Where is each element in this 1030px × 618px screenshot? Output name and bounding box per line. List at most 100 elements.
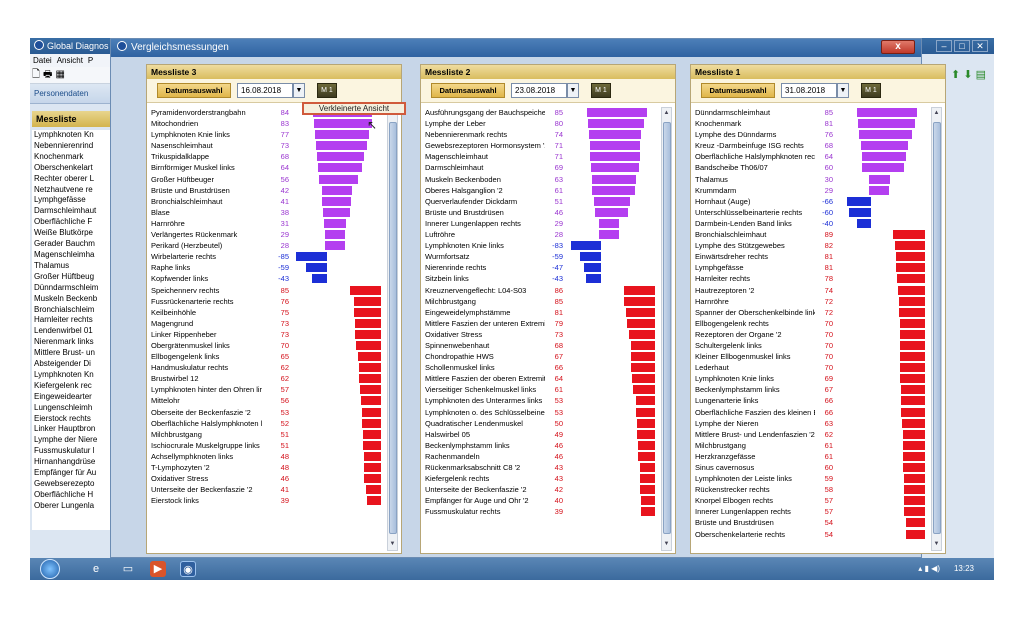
measurement-row[interactable]: Lymphknoten hinter den Ohren lir 57 [151,384,385,395]
measurement-row[interactable]: Keilbeinhöhle 75 [151,307,385,318]
measurement-row[interactable]: Mitochondrien 83 [151,118,385,129]
measurement-row[interactable]: Spanner der Oberschenkelbinde links 72 [695,307,929,318]
measurement-list[interactable]: Ausführungsgang der Bauchspeicheldr 85 Lym… [425,107,659,551]
dialog-titlebar[interactable]: Vergleichsmessungen [111,39,921,57]
clock[interactable]: 13:23 [953,564,975,573]
measurement-row[interactable]: Milchbrustgang 61 [695,440,929,451]
measurement-row[interactable]: Nasenschleimhaut 73 [151,140,385,151]
messliste-item[interactable]: Gewebserezepto [34,479,95,488]
measurement-row[interactable]: Quadratischer Lendenmuskel 50 [425,418,659,429]
messliste-item[interactable]: Fussmuskulatur l [34,446,95,456]
measurement-row[interactable]: Eingeweidelymphstämme 81 [425,307,659,318]
messliste-item[interactable]: Bronchialschleim [34,304,95,314]
measurement-row[interactable]: Lymphknoten des Unterarmes links 53 [425,395,659,406]
measurement-row[interactable]: Knochenmark 81 [695,118,929,129]
measurement-row[interactable]: Rückenstrecker rechts 58 [695,484,929,495]
messliste-item[interactable]: Nierenmark links [34,337,94,347]
measurement-row[interactable]: Speichennerv rechts 85 [151,285,385,296]
measurement-row[interactable]: Birnförmiger Muskel links 64 [151,162,385,173]
messliste-item[interactable]: Lymphknoten Kn [34,369,94,379]
messliste-item[interactable]: Harnleiter rechts [34,315,93,325]
measurement-row[interactable]: Mittelohr 56 [151,395,385,406]
measurement-row[interactable]: Darmbein-Lenden Band links -40 [695,218,929,229]
start-button[interactable] [40,559,60,579]
measurement-row[interactable]: Lungenarterie links 66 [695,395,929,406]
measurement-row[interactable]: Fussrückenarterie rechts 76 [151,296,385,307]
measurement-row[interactable]: Rachenmandeln 46 [425,451,659,462]
measurement-row[interactable]: Obergrätenmuskel links 70 [151,340,385,351]
measurement-row[interactable]: Halswirbel 05 49 [425,429,659,440]
measurement-row[interactable]: Harnleiter rechts 78 [695,273,929,284]
messliste-item[interactable]: Magenschleimha [34,249,95,259]
personendaten-button[interactable]: Personendaten [30,84,110,104]
print-icon[interactable]: 🖶 [43,69,53,80]
measurement-row[interactable]: Kiefergelenk rechts 43 [425,473,659,484]
messliste-item[interactable]: Gerader Bauchm [34,239,95,249]
measurement-row[interactable]: Empfänger für Auge und Ohr '2 40 [425,495,659,506]
scroll-up-icon[interactable]: ▲ [663,110,670,116]
measurement-row[interactable]: Brüste und Brustdrüsen 54 [695,517,929,528]
measurement-row[interactable]: Mittlere Faszien der unteren Extremität … [425,318,659,329]
scroll-down-icon[interactable]: ▼ [663,541,670,547]
measurement-row[interactable]: Gewebsrezeptoren Hormonsystem '2 71 [425,140,659,151]
down-arrow-icon[interactable]: ⬇ [963,69,973,81]
measurement-row[interactable]: Magenschleimhaut 71 [425,151,659,162]
measurement-row[interactable]: Lymphe des Dünndarms 76 [695,129,929,140]
measurement-row[interactable]: Ischiocrurale Muskelgruppe links 51 [151,440,385,451]
measurement-row[interactable]: Oxidativer Stress 46 [151,473,385,484]
measurement-row[interactable]: Lymphknoten o. des Schlüsselbeines lin 53 [425,407,659,418]
chevron-down-icon[interactable]: ▼ [293,83,305,98]
ie-icon[interactable]: e [92,563,100,575]
chevron-down-icon[interactable]: ▼ [837,83,849,98]
measurement-row[interactable]: Milchbrustgang 85 [425,296,659,307]
messliste-item[interactable]: Dünndarmschleim [34,282,99,292]
measurement-row[interactable]: Innerer Lungenlappen rechts 57 [695,506,929,517]
measurement-row[interactable]: Wurmfortsatz -59 [425,251,659,262]
measurement-row[interactable]: Verlängertes Rückenmark 29 [151,229,385,240]
scroll-thumb[interactable] [389,122,397,534]
messliste-item[interactable]: Weiße Blutkörpe [34,228,93,238]
measurement-row[interactable]: Kreuz -Darmbeinfuge ISG rechts 68 [695,140,929,151]
measurement-row[interactable]: Lederhaut 70 [695,362,929,373]
measurement-row[interactable]: Lymphe der Leber 80 [425,118,659,129]
maximize-icon[interactable]: □ [954,40,970,52]
scroll-thumb[interactable] [933,122,941,534]
messliste-item[interactable]: Eingeweidearter [34,391,92,401]
measurement-row[interactable]: Oberseite der Beckenfaszie '2 53 [151,407,385,418]
measurement-row[interactable]: Einwärtsdreher rechts 81 [695,251,929,262]
date-select[interactable]: 31.08.2018 [781,83,837,98]
measurement-row[interactable]: Bronchialschleimhaut 89 [695,229,929,240]
network-icon[interactable]: ▮ [924,564,929,573]
messliste-item[interactable]: Lendenwirbel 01 [34,326,93,336]
messliste-item[interactable]: Linker Hauptbron [34,424,96,434]
measurement-row[interactable]: Sitzbein links -43 [425,273,659,284]
scroll-down-icon[interactable]: ▼ [933,541,940,547]
messliste-item[interactable]: Rechter oberer L [34,173,95,183]
measurement-row[interactable]: Dünndarmschleimhaut 85 [695,107,929,118]
measurement-row[interactable]: Rückenmarksabschnitt C8 '2 43 [425,462,659,473]
scrollbar[interactable]: ▲▼ [387,107,398,551]
measurement-row[interactable]: Brüste und Brustdrüsen 46 [425,207,659,218]
folder-icon[interactable]: ▭ [122,563,134,575]
measurement-row[interactable]: Ellbogengelenk links 65 [151,351,385,362]
measurement-row[interactable]: Luftröhre 28 [425,229,659,240]
media-player-icon[interactable]: ▶ [150,561,166,577]
measurement-row[interactable]: T-Lymphozyten '2 48 [151,462,385,473]
messliste-item[interactable]: Oberflächliche H [34,489,94,499]
messliste-item[interactable]: Eierstock rechts [34,413,91,423]
scroll-up-icon[interactable]: ▲ [933,110,940,116]
messliste-item[interactable]: Lymphgefässe [34,195,86,205]
measurement-row[interactable]: Harnröhre 72 [695,296,929,307]
measurement-row[interactable]: Oxidativer Stress 73 [425,329,659,340]
scroll-thumb[interactable] [663,122,671,534]
m1-button[interactable]: M 1 [861,83,881,98]
measurement-row[interactable]: Kopfwender links -43 [151,273,385,284]
messliste-item[interactable]: Hirnanhangdrüse [34,457,96,467]
messliste-list[interactable]: Lymphknoten Kn Nebennierenrind Knochenmark… [32,130,110,530]
measurement-row[interactable]: Magengrund 73 [151,318,385,329]
measurement-row[interactable]: Bronchialschleimhaut 41 [151,196,385,207]
measurement-row[interactable]: Oberflächliche Halslymphknoten rechts 64 [695,151,929,162]
measurement-row[interactable]: Beckenlymphstamm links 67 [695,384,929,395]
measurement-row[interactable]: Großer Hüftbeuger 56 [151,174,385,185]
messliste-item[interactable]: Absteigender Di [34,359,91,369]
